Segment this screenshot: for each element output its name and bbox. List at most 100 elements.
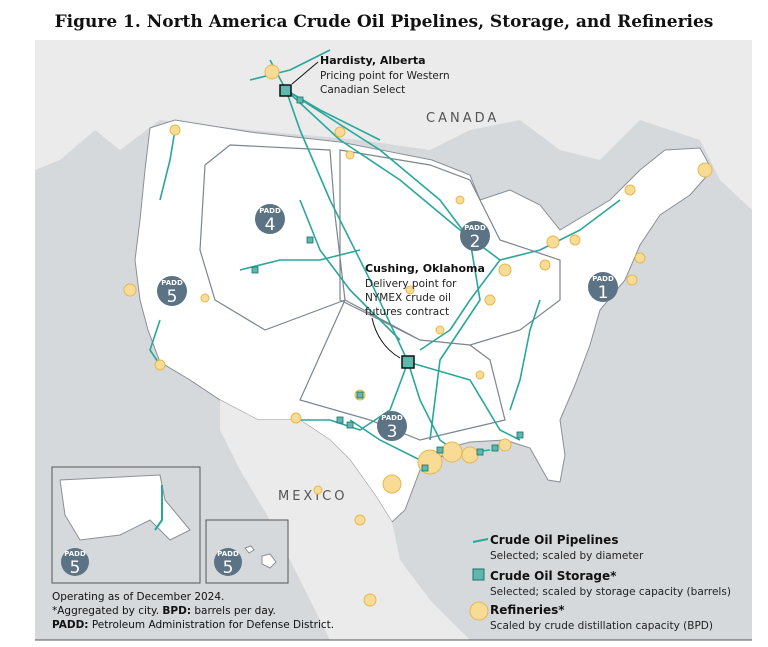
padd-badge — [157, 276, 187, 306]
pipeline — [419, 259, 501, 351]
refinery — [498, 263, 512, 277]
pipeline — [499, 199, 621, 261]
refinery — [455, 195, 465, 205]
padd-badge — [377, 411, 407, 441]
refinery — [626, 274, 638, 286]
refinery — [546, 235, 560, 249]
storage — [491, 444, 499, 452]
refinery — [290, 412, 302, 424]
pipeline — [299, 199, 401, 341]
callout-text: Canadian Select — [320, 84, 405, 96]
pipeline — [407, 361, 521, 441]
refinery — [461, 446, 479, 464]
note-part: Petroleum Administration for Defense Dis… — [89, 619, 335, 631]
refinery — [354, 514, 366, 526]
pipeline — [154, 485, 163, 531]
refinery — [123, 283, 137, 297]
padd-label: PADD — [217, 550, 239, 558]
legend-pipeline-symbol — [472, 538, 489, 543]
storage — [306, 236, 314, 244]
padd-label: PADD — [64, 550, 86, 558]
padd-boundaries — [199, 144, 561, 441]
storage-cushing — [401, 355, 415, 369]
padd-badge — [588, 272, 618, 302]
storage — [476, 448, 484, 456]
legend-subtitle: Scaled by crude distillation capacity (B… — [490, 620, 713, 632]
padd-badge — [61, 548, 89, 576]
legend-refinery-symbol — [469, 601, 489, 621]
padd-badge — [214, 548, 242, 576]
padd-label: PADD — [381, 414, 403, 422]
storage — [436, 446, 444, 454]
padd-number: 1 — [598, 283, 609, 303]
mexico-land — [220, 400, 470, 640]
padd-label: PADD — [259, 207, 281, 215]
refinery — [200, 293, 210, 303]
canada-land — [35, 40, 752, 210]
legend-subtitle: Selected; scaled by storage capacity (ba… — [490, 586, 731, 598]
pipeline — [249, 49, 331, 81]
storage — [516, 431, 524, 439]
legend-title: Refineries* — [490, 603, 565, 617]
refinery — [475, 370, 485, 380]
storage — [296, 96, 304, 104]
note-part: PADD: — [52, 619, 89, 631]
padd-number: 5 — [70, 558, 81, 578]
padd-number: 4 — [265, 215, 276, 235]
note: *Aggregated by city. BPD: barrels per da… — [52, 605, 276, 617]
pipeline — [239, 249, 361, 271]
refinery — [264, 64, 280, 80]
refinery — [382, 474, 402, 494]
note-part: BPD: — [162, 605, 191, 617]
callout-text: Delivery point for — [365, 278, 457, 290]
pipeline — [509, 299, 541, 411]
pipeline — [159, 129, 176, 201]
refinery — [169, 124, 181, 136]
country-label: MEXICO — [278, 489, 347, 504]
padd-label: PADD — [464, 224, 486, 232]
pipeline — [300, 361, 409, 431]
refinery — [539, 259, 551, 271]
refinery — [435, 325, 445, 335]
padd-number: 5 — [167, 287, 178, 307]
refinery — [697, 162, 713, 178]
refinery — [154, 359, 166, 371]
callout-title: Hardisty, Alberta — [320, 54, 426, 67]
refinery — [634, 252, 646, 264]
refinery — [498, 438, 512, 452]
refinery — [624, 184, 636, 196]
note: Operating as of December 2024. — [52, 591, 224, 603]
legend-title: Crude Oil Storage* — [490, 569, 617, 583]
padd-number: 5 — [223, 558, 234, 578]
refinery — [484, 294, 496, 306]
callout-arrow — [291, 61, 319, 85]
map-features — [123, 49, 713, 607]
padd-badge — [460, 221, 490, 251]
padd-label: PADD — [592, 275, 614, 283]
country-label: CANADA — [426, 111, 499, 126]
storage — [336, 416, 344, 424]
note-part: *Aggregated by city. — [52, 605, 162, 617]
callout-arrow — [371, 317, 401, 359]
callout-text: NYMEX crude oil — [365, 292, 451, 304]
callout-text: Pricing point for Western — [320, 70, 450, 82]
legend-title: Crude Oil Pipelines — [490, 533, 618, 547]
padd-number: 3 — [387, 422, 398, 442]
storage-hardisty — [279, 84, 292, 97]
note-part: barrels per day. — [191, 605, 276, 617]
refinery — [363, 593, 377, 607]
callout-text: futures contract — [365, 306, 449, 318]
hawaii-land — [244, 545, 277, 569]
refinery — [569, 234, 581, 246]
callout-title: Cushing, Oklahoma — [365, 262, 485, 275]
refinery — [313, 485, 323, 495]
note: PADD: Petroleum Administration for Defen… — [52, 619, 334, 631]
refinery — [334, 126, 346, 138]
storage — [356, 391, 364, 399]
pipeline — [149, 319, 161, 366]
figure-title: Figure 1. North America Crude Oil Pipeli… — [55, 12, 714, 32]
refinery — [405, 285, 415, 295]
